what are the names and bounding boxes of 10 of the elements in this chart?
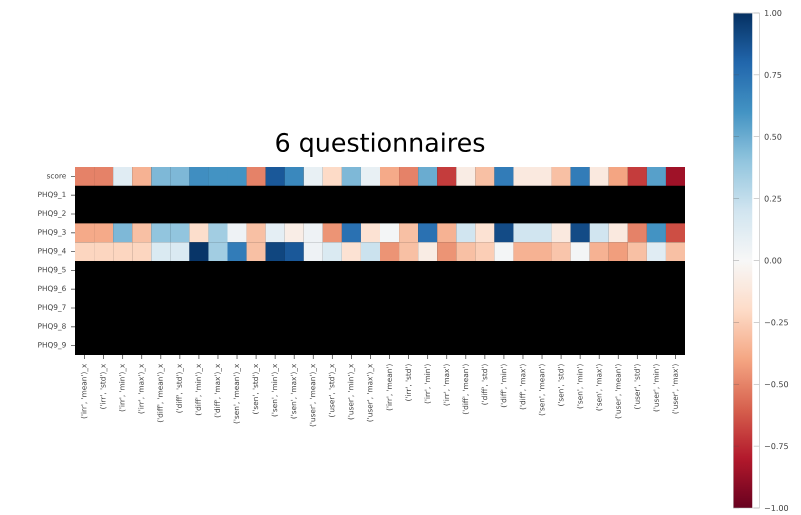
color-bar-label: 0.75 [764,72,782,78]
color-bar-label: 0.00 [764,257,782,264]
color-bar-label: −0.75 [764,443,788,450]
color-bar-label: 0.50 [764,134,782,140]
chart-title: 6 questionnaires [276,132,484,157]
color-bar-label: −0.50 [764,381,788,388]
color-bar-label: 1.00 [764,10,782,16]
color-bar-label: 0.25 [764,196,782,202]
color-bar-label: −1.00 [764,504,788,512]
color-bar-label: −0.25 [764,319,788,326]
